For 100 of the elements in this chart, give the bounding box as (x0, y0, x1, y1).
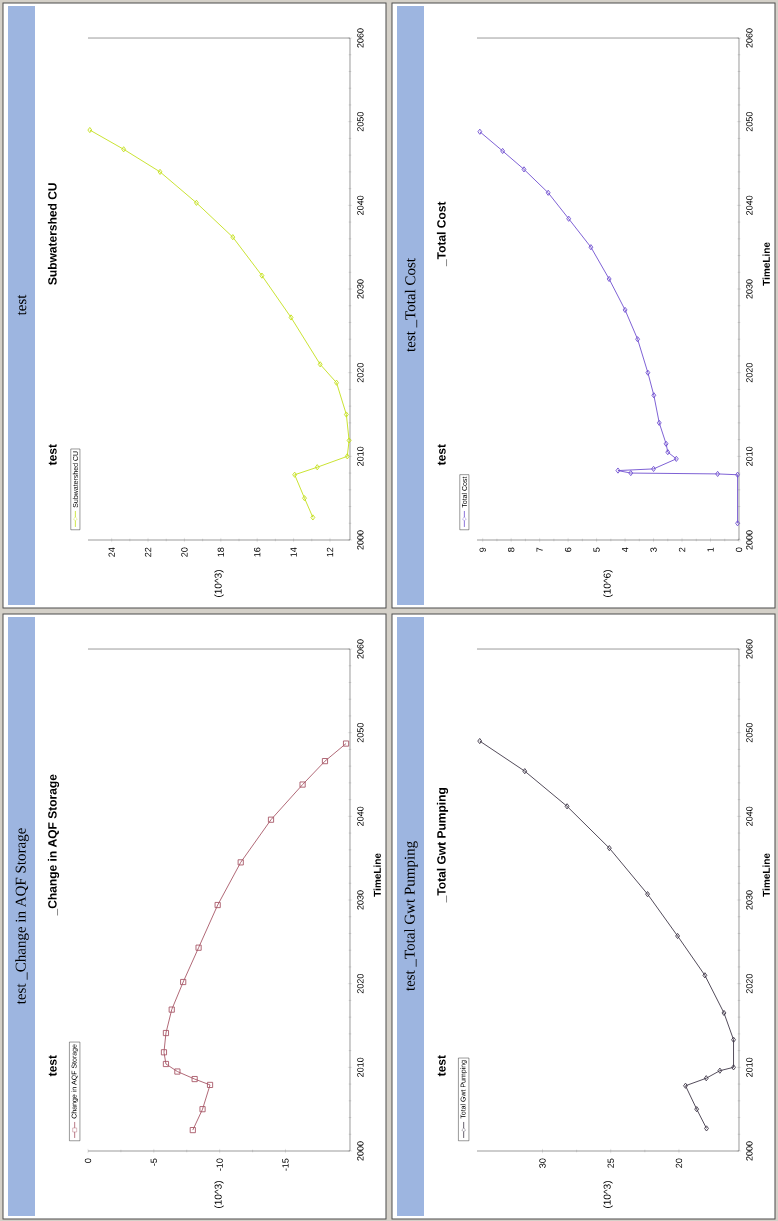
text: Subwatershed CU (47, 183, 57, 285)
point (500, 147, 506, 155)
x-tick-label: 7 (536, 547, 543, 552)
point (189, 1127, 196, 1134)
text: test (17, 294, 27, 316)
y-axis-title: TimeLine (373, 853, 381, 897)
y-axis-title: TimeLine (762, 242, 770, 286)
point (314, 464, 320, 471)
point (342, 740, 350, 747)
point (194, 199, 199, 206)
point (683, 1082, 688, 1089)
x-tick-label: 30 (539, 1158, 546, 1168)
text: (10^6) (603, 570, 613, 597)
text: test _Change in AQF Storage (15, 828, 29, 1005)
point (343, 411, 349, 418)
y-tick-label: 2060 (357, 28, 364, 48)
point (162, 1029, 169, 1037)
text: _Total Cost (436, 201, 448, 267)
point (121, 146, 127, 153)
point (628, 470, 634, 477)
point (522, 768, 528, 775)
text: test (48, 444, 57, 466)
y-tick-label: 2040 (746, 806, 753, 826)
y-tick-label: 2030 (357, 890, 364, 910)
point (174, 1068, 181, 1075)
point (180, 978, 187, 986)
x-tick-label: 6 (564, 547, 572, 552)
x-tick-label: -5 (150, 1158, 157, 1166)
y-tick-label: 2050 (746, 723, 753, 743)
point (521, 166, 527, 173)
x-tick-label: 1 (707, 547, 714, 552)
point (622, 306, 628, 313)
y-tick-label: 2000 (357, 1141, 364, 1161)
y-tick-label: 2050 (357, 723, 364, 743)
point (606, 845, 612, 852)
point (566, 215, 572, 222)
point (651, 465, 656, 472)
point (702, 972, 708, 979)
point (645, 369, 651, 376)
y-tick-label: 2030 (746, 279, 753, 299)
text: (10^3) (214, 570, 224, 597)
point (731, 1064, 736, 1071)
point (346, 437, 352, 444)
x-tick-label: 8 (507, 547, 515, 552)
x-tick-label: 0 (84, 1158, 92, 1163)
point (717, 1067, 723, 1074)
y-tick-label: 2000 (746, 1141, 753, 1161)
y-tick-label: 2020 (357, 974, 364, 994)
y-tick-label: 2010 (357, 1057, 364, 1077)
x-tick-label: 5 (593, 547, 600, 552)
y-tick-label: 2050 (746, 112, 753, 132)
x-tick-label: 2 (678, 547, 686, 552)
y-tick-label: 2040 (357, 195, 364, 215)
text: test _Total Cost (404, 258, 418, 352)
text: test (48, 1055, 57, 1077)
point (199, 1106, 206, 1113)
y-tick-label: 2060 (357, 639, 364, 659)
point (588, 244, 594, 251)
text: test _Total Gwt Pumping (404, 841, 418, 991)
point (721, 1009, 727, 1017)
x-tick-label: 20 (675, 1158, 683, 1168)
point (694, 1106, 700, 1113)
text: _Total Gwt Pumping (436, 788, 449, 903)
x-tick-label: 3 (650, 547, 657, 552)
y-tick-label: 2010 (357, 446, 364, 466)
point (665, 449, 671, 456)
point (162, 1060, 169, 1068)
x-tick-label: 0 (735, 547, 743, 552)
x-tick-label: -10 (216, 1158, 223, 1171)
point (651, 392, 657, 399)
point (715, 470, 721, 477)
x-tick-label: -15 (282, 1158, 289, 1171)
point (564, 803, 570, 810)
x-tick-label: 9 (479, 547, 486, 552)
point (735, 471, 740, 478)
y-tick-label: 2020 (746, 974, 753, 994)
point (288, 314, 294, 321)
y-tick-label: 2050 (357, 112, 364, 132)
text: _Change in AQF Storage (47, 774, 60, 916)
text: test (437, 444, 446, 466)
point (230, 234, 236, 241)
y-tick-label: 2010 (746, 446, 753, 466)
point (299, 781, 306, 788)
x-tick-label: 20 (181, 547, 188, 557)
y-tick-label: 2000 (746, 530, 753, 550)
point (214, 901, 221, 909)
point (645, 891, 650, 898)
x-tick-label: 12 (326, 547, 334, 557)
y-tick-label: 2030 (746, 890, 753, 910)
point (168, 1006, 175, 1013)
point (191, 1076, 198, 1083)
y-tick-label: 2040 (357, 806, 364, 826)
point (160, 1049, 168, 1056)
text: (10^3) (214, 1181, 224, 1208)
point (615, 467, 621, 474)
y-tick-label: 2020 (357, 363, 364, 383)
y-tick-label: 2040 (746, 195, 753, 215)
x-tick-label: 24 (108, 547, 115, 557)
point (635, 336, 641, 343)
y-tick-label: 2060 (746, 28, 753, 48)
